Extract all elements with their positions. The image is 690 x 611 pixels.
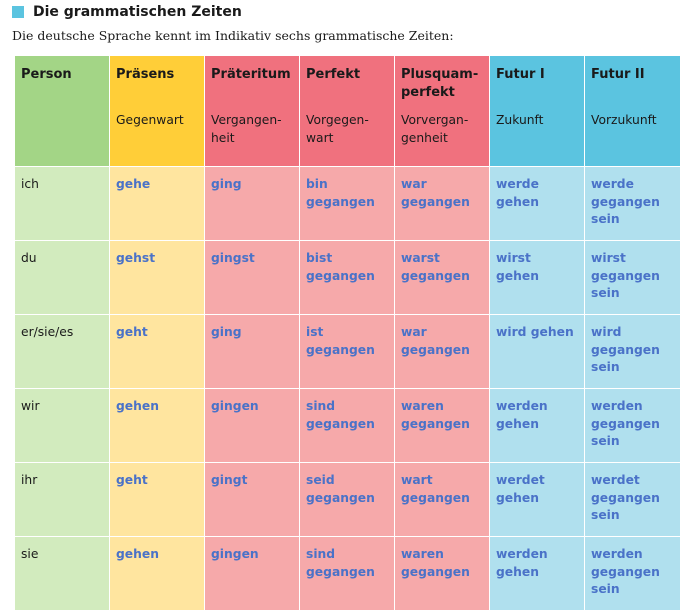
column-header-3: Perfekt Vorgegen-wart (299, 55, 395, 167)
verb-form-cell: gehe (109, 166, 205, 241)
verb-form-cell: warst gegangen (394, 240, 490, 315)
verb-form-cell: gingen (204, 388, 300, 463)
verb-form-cell: gingen (204, 536, 300, 611)
table-row: ich gehe ging bin gegangen war gegangen werde g… (14, 166, 681, 241)
verb-form-cell: werden gehen (489, 388, 585, 463)
column-title: Präsens (116, 67, 175, 82)
verb-form-cell: gehen (109, 536, 205, 611)
verb-form-cell: wird gehen (489, 314, 585, 389)
person-cell: wir (14, 388, 110, 463)
column-header-6: Futur II Vorzukunft (584, 55, 681, 167)
verb-form-cell: geht (109, 462, 205, 537)
verb-form-cell: gehst (109, 240, 205, 315)
column-title: Person (21, 67, 72, 82)
person-cell: du (14, 240, 110, 315)
column-subtitle: Gegenwart (116, 113, 184, 127)
verb-form-cell: seid gegangen (299, 462, 395, 537)
verb-form-cell: wirst gegangen sein (584, 240, 681, 315)
tense-table-body: ich gehe ging bin gegangen war gegangen werde g… (14, 166, 681, 611)
column-header-2: Präteritum Vergangen-heit (204, 55, 300, 167)
verb-form-cell: gingt (204, 462, 300, 537)
verb-form-cell: war gegangen (394, 166, 490, 241)
person-cell: ihr (14, 462, 110, 537)
verb-form-cell: sind gegangen (299, 388, 395, 463)
table-row: du gehst gingst bist gegangen warst gegangen wi… (14, 240, 681, 315)
column-header-5: Futur I Zukunft (489, 55, 585, 167)
person-cell: sie (14, 536, 110, 611)
verb-form-cell: sind gegangen (299, 536, 395, 611)
verb-form-cell: bist gegangen (299, 240, 395, 315)
verb-form-cell: bin gegangen (299, 166, 395, 241)
column-subtitle: Zukunft (496, 113, 544, 127)
verb-form-cell: gingst (204, 240, 300, 315)
verb-form-cell: wirst gehen (489, 240, 585, 315)
intro-text: Die deutsche Sprache kennt im Indikativ … (12, 28, 454, 43)
column-title: Futur I (496, 67, 545, 82)
tense-table-header: Person Präsens Gegenwart Präteritum Vergange… (14, 55, 681, 167)
column-subtitle: Vergangen-heit (211, 113, 282, 145)
square-bullet-icon (12, 6, 24, 18)
person-cell: er/sie/es (14, 314, 110, 389)
verb-form-cell: war gegangen (394, 314, 490, 389)
verb-form-cell: wird gegangen sein (584, 314, 681, 389)
verb-form-cell: ist gegangen (299, 314, 395, 389)
verb-form-cell: werde gehen (489, 166, 585, 241)
verb-form-cell: waren gegangen (394, 388, 490, 463)
verb-form-cell: werdet gehen (489, 462, 585, 537)
verb-form-cell: gehen (109, 388, 205, 463)
column-title: Plusquam-perfekt (401, 67, 479, 100)
person-cell: ich (14, 166, 110, 241)
verb-form-cell: ging (204, 314, 300, 389)
column-title: Perfekt (306, 67, 361, 82)
verb-form-cell: ging (204, 166, 300, 241)
tense-table: Person Präsens Gegenwart Präteritum Vergange… (14, 55, 681, 611)
column-header-4: Plusquam-perfekt Vorvergan-genheit (394, 55, 490, 167)
section-heading: Die grammatischen Zeiten (12, 2, 242, 22)
column-header-1: Präsens Gegenwart (109, 55, 205, 167)
verb-form-cell: werden gegangen sein (584, 388, 681, 463)
table-row: sie gehen gingen sind gegangen waren gegangen w… (14, 536, 681, 611)
verb-form-cell: wart gegangen (394, 462, 490, 537)
column-title: Präteritum (211, 67, 291, 82)
section-title: Die grammatischen Zeiten (33, 4, 242, 20)
table-row: ihr geht gingt seid gegangen wart gegangen werd… (14, 462, 681, 537)
verb-form-cell: werdet gegangen sein (584, 462, 681, 537)
table-row: wir gehen gingen sind gegangen waren gegangen w… (14, 388, 681, 463)
column-header-0: Person (14, 55, 110, 167)
verb-form-cell: werden gegangen sein (584, 536, 681, 611)
column-subtitle: Vorzukunft (591, 113, 657, 127)
table-row: er/sie/es geht ging ist gegangen war gegangen… (14, 314, 681, 389)
column-subtitle: Vorgegen-wart (306, 113, 369, 145)
verb-form-cell: waren gegangen (394, 536, 490, 611)
verb-form-cell: geht (109, 314, 205, 389)
header-row: Person Präsens Gegenwart Präteritum Vergange… (14, 55, 681, 167)
column-title: Futur II (591, 67, 645, 82)
page: Die grammatischen Zeiten Die deutsche Sp… (12, 2, 681, 611)
verb-form-cell: werde gegangen sein (584, 166, 681, 241)
verb-form-cell: werden gehen (489, 536, 585, 611)
column-subtitle: Vorvergan-genheit (401, 113, 469, 145)
